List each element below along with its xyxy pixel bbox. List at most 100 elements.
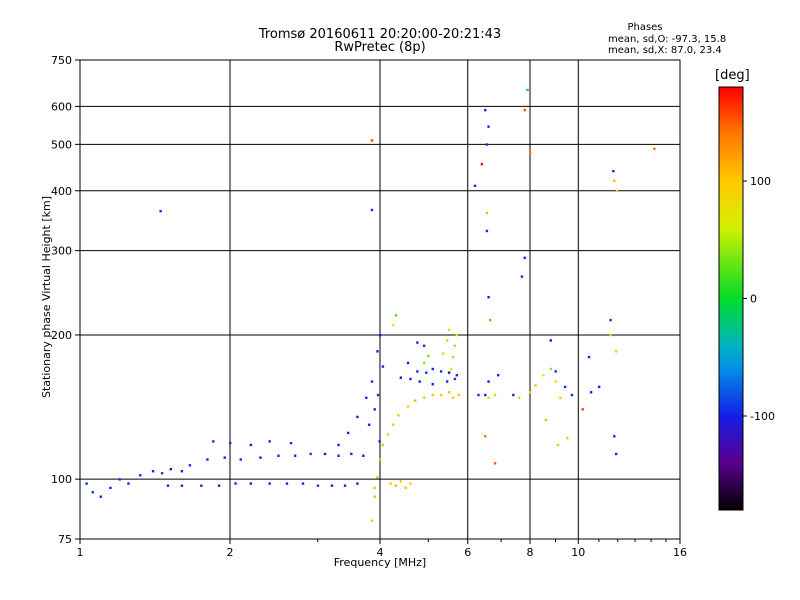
data-point [614, 350, 618, 353]
data-point [455, 373, 459, 377]
x-tick-label: 6 [464, 546, 471, 559]
x-tick-label: 1 [77, 546, 84, 559]
x-tick-label: 8 [527, 546, 534, 559]
data-point [293, 454, 297, 457]
data-point [477, 393, 480, 397]
data-point [609, 318, 612, 322]
data-point [285, 482, 289, 485]
data-point [612, 169, 615, 173]
data-point [404, 486, 407, 490]
data-point [487, 396, 490, 399]
data-point [544, 418, 548, 422]
data-point [397, 414, 400, 417]
data-point [439, 393, 443, 397]
data-point [613, 435, 616, 438]
chart-grid [80, 60, 680, 539]
data-point [118, 478, 121, 481]
data-point [447, 391, 451, 394]
data-point [487, 380, 490, 383]
data-point [614, 452, 618, 456]
data-point [376, 476, 379, 479]
x-tick-label: 16 [673, 546, 687, 559]
y-tick-label: 500 [51, 138, 72, 151]
data-point [376, 350, 379, 353]
data-point [346, 431, 350, 435]
y-tick-label: 200 [51, 329, 72, 342]
data-point [365, 396, 368, 399]
data-point [392, 323, 395, 327]
data-point [556, 443, 560, 447]
data-point [526, 88, 529, 92]
data-point [188, 464, 192, 467]
data-point [496, 373, 500, 377]
data-point [549, 339, 553, 342]
data-point [268, 440, 271, 443]
data-point [379, 333, 382, 337]
data-point [613, 179, 616, 183]
colorbar-tick-label: 0 [750, 293, 757, 306]
data-point [409, 482, 412, 485]
data-point [309, 452, 312, 456]
data-point [234, 482, 237, 485]
data-point [523, 108, 526, 112]
data-point [206, 458, 209, 461]
x-axis-ticks: 1 2 4 6 8 10 16 [77, 539, 687, 559]
y-tick-label: 400 [51, 185, 72, 198]
data-point [212, 440, 215, 443]
data-point [160, 472, 164, 475]
data-point [406, 361, 410, 365]
data-point [180, 484, 184, 487]
phases-line-x: mean, sd,X: 87.0, 23.4 [608, 45, 722, 56]
y-tick-label: 300 [51, 245, 72, 258]
data-point [223, 456, 226, 459]
y-tick-label: 600 [51, 100, 72, 113]
data-point [370, 519, 374, 522]
data-point [554, 370, 557, 373]
colorbar-tick-label: -100 [750, 410, 775, 423]
y-tick-label: 100 [51, 473, 72, 486]
colorbar: 100 0 -100 [718, 86, 775, 511]
data-point [381, 443, 385, 447]
data-point [109, 486, 112, 490]
data-point [563, 385, 567, 389]
data-point [330, 484, 334, 487]
data-point [422, 361, 426, 365]
data-point [427, 354, 430, 358]
y-tick-label: 75 [58, 533, 72, 546]
data-point [422, 344, 426, 348]
data-point [379, 458, 382, 461]
y-axis-label: Stationary phase Virtual Height [km] [40, 195, 53, 399]
data-point [566, 436, 569, 440]
data-point [615, 189, 619, 193]
data-point [413, 399, 417, 402]
data-point [549, 367, 553, 371]
data-point [489, 318, 492, 322]
data-point [487, 125, 490, 128]
data-point [512, 393, 515, 397]
data-point [381, 365, 385, 368]
x-axis-label: Frequency [MHz] [333, 556, 427, 569]
data-point [484, 393, 487, 397]
data-point [406, 405, 410, 408]
data-point [431, 382, 434, 386]
chart-title: Tromsø 20160611 20:20:00-20:21:43 [258, 27, 502, 42]
data-point [316, 484, 320, 487]
data-point [367, 423, 371, 426]
data-point [229, 441, 232, 445]
data-point [370, 208, 374, 212]
data-point [447, 371, 451, 374]
data-point [559, 396, 562, 399]
data-point [373, 486, 376, 490]
data-point [378, 440, 381, 443]
x-tick-label: 10 [571, 546, 585, 559]
data-point [484, 108, 487, 112]
data-point [99, 495, 103, 498]
data-point [451, 355, 455, 359]
colorbar-tick-label: 100 [750, 175, 771, 188]
data-point [445, 339, 449, 342]
data-point [394, 484, 398, 487]
data-point [449, 367, 453, 371]
data-point [249, 482, 253, 485]
data-point [485, 229, 489, 233]
